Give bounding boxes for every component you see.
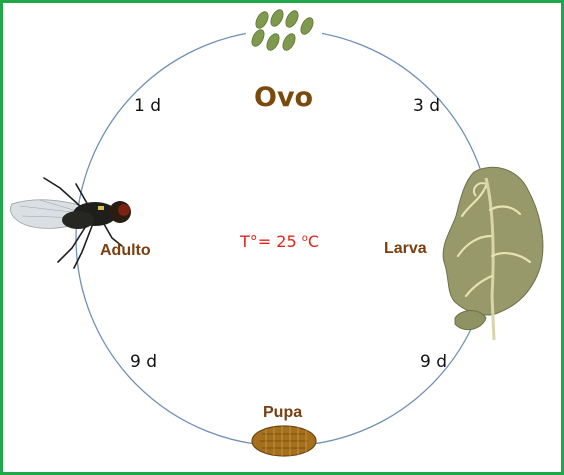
leaf-larva-illustration <box>442 166 544 341</box>
adult-fly-illustration <box>10 177 131 269</box>
pupa-illustration <box>251 425 317 457</box>
temperature-unit-sup: o <box>301 233 308 244</box>
duration-egg-to-larva: 3 d <box>413 96 441 116</box>
stage-label-adult: Adulto <box>100 242 151 259</box>
stage-label-pupa: Pupa <box>263 404 303 421</box>
stage-label-larva: Larva <box>384 240 427 257</box>
duration-adult-to-egg: 1 d <box>134 96 162 116</box>
duration-pupa-to-adult: 9 d <box>130 352 158 372</box>
temperature-label: T°= 25 oC <box>240 232 319 251</box>
temperature-unit: C <box>307 232 320 251</box>
temperature-value: T°= 25 <box>240 232 302 251</box>
duration-larva-to-pupa: 9 d <box>420 352 448 372</box>
egg-cluster-illustration <box>246 9 322 58</box>
stage-label-egg: Ovo <box>254 82 314 113</box>
